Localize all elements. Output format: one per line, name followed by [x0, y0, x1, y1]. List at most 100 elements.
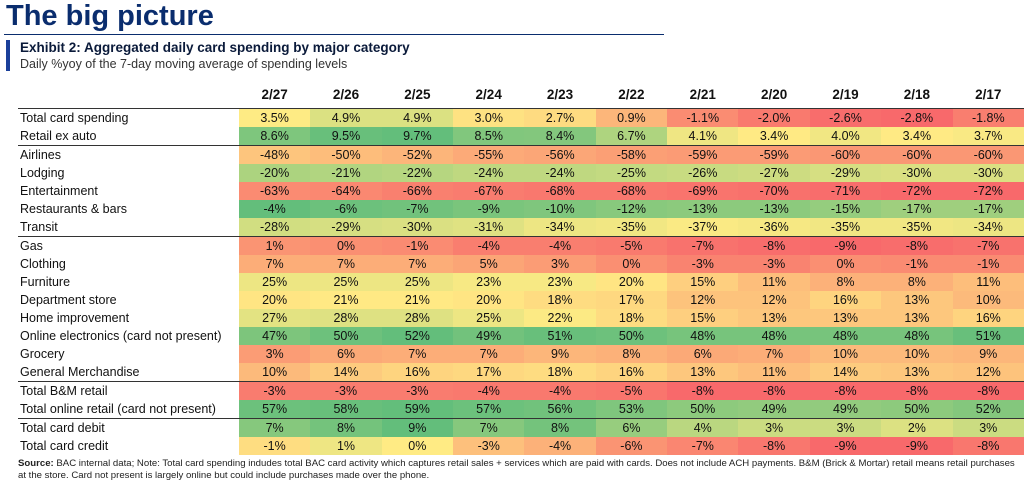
heatmap-cell: 16% — [381, 363, 454, 382]
heatmap-cell: 21% — [310, 291, 382, 309]
heatmap-cell: 16% — [595, 363, 668, 382]
heatmap-cell: -37% — [667, 218, 739, 237]
heatmap-cell: 13% — [881, 291, 953, 309]
heatmap-cell: 7% — [238, 255, 311, 273]
column-header: 2/26 — [332, 87, 360, 102]
heatmap-cell: -52% — [381, 145, 454, 164]
table-row: General Merchandise 10% 14% 16% 17% 18% 16% 13%… — [18, 363, 1024, 382]
heatmap-cell: 13% — [881, 363, 953, 382]
heatmap-cell: 20% — [238, 291, 311, 309]
heatmap-cell: -55% — [453, 145, 525, 164]
table-row: Total card credit -1% 1% 0% -3% -4% -6% -7% -8% -… — [18, 437, 1024, 455]
table-row: Total card spending 3.5% 4.9% 4.9% 3.0% 2.7% 0… — [18, 108, 1024, 127]
heatmap-cell: 14% — [310, 363, 382, 382]
column-header: 2/27 — [261, 87, 288, 102]
heatmap-cell: -26% — [667, 164, 739, 182]
table-row: Total B&M retail -3% -3% -3% -4% -4% -5% -8% -8%… — [18, 381, 1024, 400]
heatmap-cell: 52% — [952, 400, 1024, 419]
heatmap-cell: 3.5% — [238, 108, 311, 127]
heatmap-cell: -3% — [738, 255, 810, 273]
heatmap-cell: -1% — [952, 255, 1024, 273]
heatmap-cell: 2.7% — [524, 108, 596, 127]
row-label: Gas — [18, 236, 239, 255]
heatmap-cell: 0% — [381, 437, 454, 455]
heatmap-cell: 48% — [667, 327, 739, 345]
heatmap-cell: 4.9% — [381, 108, 454, 127]
table-row: Department store 20% 21% 21% 20% 18% 17% 12% 12%… — [18, 291, 1024, 309]
heatmap-cell: -69% — [667, 182, 739, 200]
heatmap-cell: -9% — [809, 236, 882, 255]
heatmap-cell: 59% — [381, 400, 454, 419]
source-label: Source: — [18, 458, 54, 469]
heatmap-cell: 0% — [310, 236, 382, 255]
heatmap-cell: 11% — [738, 273, 810, 291]
heatmap-cell: 9.5% — [310, 127, 382, 146]
table-row: Clothing 7% 7% 7% 5% 3% 0% -3% -3% 0% -1% -1% — [18, 255, 1024, 273]
heatmap-cell: -35% — [881, 218, 953, 237]
row-label: Clothing — [20, 257, 66, 271]
heatmap-cell: -8% — [667, 381, 739, 400]
heatmap-cell: -6% — [310, 200, 382, 218]
heatmap-table-container: 2/27 2/26 2/25 2/24 2/23 2/22 2/21 2/20 2/19 2/18… — [18, 82, 1024, 455]
heatmap-cell: 22% — [524, 309, 596, 327]
heatmap-cell: -67% — [453, 182, 525, 200]
heatmap-cell: 4.9% — [310, 108, 382, 127]
heatmap-cell: -22% — [381, 164, 454, 182]
heatmap-cell: 47% — [238, 327, 311, 345]
heatmap-cell: 4% — [667, 418, 739, 437]
heatmap-cell: 1% — [238, 236, 311, 255]
heatmap-cell: 7% — [310, 255, 382, 273]
heatmap-cell: 14% — [809, 363, 882, 382]
heatmap-cell: 8% — [524, 418, 596, 437]
exhibit-title: Exhibit 2: Aggregated daily card spendin… — [20, 40, 410, 55]
heatmap-cell: 10% — [809, 345, 882, 363]
heatmap-cell: 28% — [310, 309, 382, 327]
row-label: Entertainment — [20, 184, 98, 198]
row-label: Restaurants & bars — [20, 202, 127, 216]
heatmap-cell: 7% — [381, 255, 454, 273]
heatmap-cell: 13% — [881, 309, 953, 327]
heatmap-table: 2/27 2/26 2/25 2/24 2/23 2/22 2/21 2/20 2/19 2/18… — [18, 82, 1024, 455]
heatmap-cell: 53% — [595, 400, 668, 419]
heatmap-cell: 49% — [809, 400, 882, 419]
heatmap-cell: -8% — [738, 437, 810, 455]
heatmap-cell: -35% — [809, 218, 882, 237]
heatmap-cell: 8% — [881, 273, 953, 291]
heatmap-cell: 4.0% — [809, 127, 882, 146]
heatmap-cell: -70% — [738, 182, 810, 200]
heatmap-cell: 23% — [524, 273, 596, 291]
row-label: Home improvement — [20, 311, 130, 325]
row-label: Department store — [20, 293, 117, 307]
heatmap-cell: -31% — [453, 218, 525, 237]
row-label: Online electronics (card not present) — [20, 329, 222, 343]
heatmap-cell: -17% — [881, 200, 953, 218]
row-label: Total card spending — [18, 108, 239, 127]
heatmap-cell: 4.1% — [667, 127, 739, 146]
heatmap-cell: 6% — [667, 345, 739, 363]
heatmap-cell: -24% — [524, 164, 596, 182]
heatmap-cell: -30% — [881, 164, 953, 182]
column-header: 2/17 — [975, 87, 1002, 102]
table-row: Home improvement 27% 28% 28% 25% 22% 18% 15% 13%… — [18, 309, 1024, 327]
heatmap-cell: 16% — [952, 309, 1024, 327]
heatmap-cell: -2.0% — [738, 108, 810, 127]
heatmap-cell: 16% — [809, 291, 882, 309]
source-note: Source: BAC internal data; Note: Total c… — [18, 458, 1018, 482]
heatmap-cell: -34% — [952, 218, 1024, 237]
heatmap-cell: 3.4% — [738, 127, 810, 146]
heatmap-cell: 9% — [524, 345, 596, 363]
heatmap-cell: -25% — [595, 164, 668, 182]
heatmap-cell: -1% — [238, 437, 311, 455]
heatmap-cell: 48% — [809, 327, 882, 345]
heatmap-cell: 15% — [667, 273, 739, 291]
heatmap-cell: -60% — [881, 145, 953, 164]
heatmap-cell: 50% — [881, 400, 953, 419]
heatmap-cell: -58% — [595, 145, 668, 164]
row-label: Total online retail (card not present) — [20, 402, 216, 416]
heatmap-cell: 57% — [238, 400, 311, 419]
row-label: Furniture — [20, 275, 71, 289]
heatmap-cell: -68% — [595, 182, 668, 200]
heatmap-cell: -63% — [238, 182, 311, 200]
heatmap-cell: -3% — [453, 437, 525, 455]
heatmap-cell: -3% — [667, 255, 739, 273]
